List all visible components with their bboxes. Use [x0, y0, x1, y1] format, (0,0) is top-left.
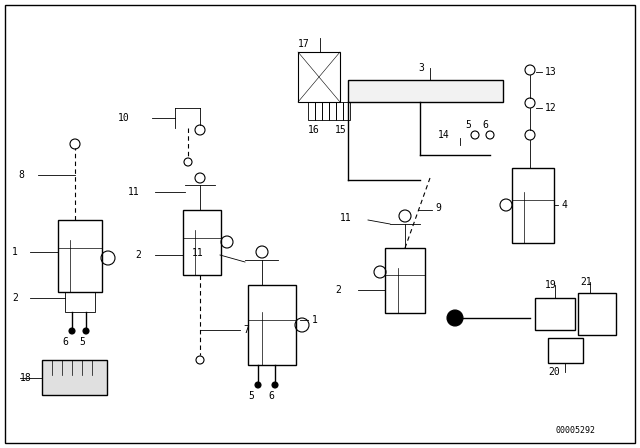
- Text: 9: 9: [435, 203, 441, 213]
- Text: 1: 1: [12, 247, 18, 257]
- Text: 14: 14: [438, 130, 450, 140]
- Bar: [336, 102, 343, 120]
- Text: 00005292: 00005292: [555, 426, 595, 435]
- Text: 11: 11: [340, 213, 352, 223]
- Bar: [329, 102, 336, 120]
- Text: 2: 2: [135, 250, 141, 260]
- Bar: [535, 298, 575, 330]
- Text: 3: 3: [418, 63, 424, 73]
- Text: 21: 21: [580, 277, 592, 287]
- Bar: [58, 220, 102, 292]
- Bar: [298, 52, 340, 102]
- Text: 19: 19: [545, 280, 557, 290]
- Text: 20: 20: [548, 367, 560, 377]
- Bar: [512, 168, 554, 243]
- Bar: [322, 102, 329, 120]
- Text: 5: 5: [248, 391, 254, 401]
- Circle shape: [69, 328, 75, 334]
- Bar: [548, 338, 583, 363]
- Text: 6: 6: [62, 337, 68, 347]
- Bar: [385, 248, 425, 313]
- Text: 7: 7: [243, 325, 249, 335]
- Bar: [348, 80, 503, 102]
- Text: 12: 12: [545, 103, 557, 113]
- Bar: [315, 102, 322, 120]
- Text: 1: 1: [312, 315, 318, 325]
- Text: 11: 11: [192, 248, 204, 258]
- Text: 5: 5: [465, 120, 471, 130]
- Text: 5: 5: [79, 337, 85, 347]
- Text: 8: 8: [18, 170, 24, 180]
- Bar: [308, 102, 315, 120]
- Bar: [578, 293, 616, 335]
- Text: 2: 2: [12, 293, 18, 303]
- Text: 4: 4: [562, 200, 568, 210]
- Circle shape: [83, 328, 89, 334]
- Text: 6: 6: [482, 120, 488, 130]
- Text: 18: 18: [20, 373, 32, 383]
- Bar: [248, 285, 296, 365]
- Bar: [183, 210, 221, 275]
- Text: 2: 2: [335, 285, 341, 295]
- Circle shape: [255, 382, 261, 388]
- Text: 17: 17: [298, 39, 310, 49]
- Text: 10: 10: [118, 113, 130, 123]
- Text: 6: 6: [268, 391, 274, 401]
- Circle shape: [272, 382, 278, 388]
- Text: 13: 13: [545, 67, 557, 77]
- Bar: [65, 292, 95, 312]
- Text: 15: 15: [335, 125, 347, 135]
- Circle shape: [447, 310, 463, 326]
- Text: 16: 16: [308, 125, 320, 135]
- Text: 11: 11: [128, 187, 140, 197]
- Bar: [343, 102, 350, 120]
- Bar: [42, 360, 107, 395]
